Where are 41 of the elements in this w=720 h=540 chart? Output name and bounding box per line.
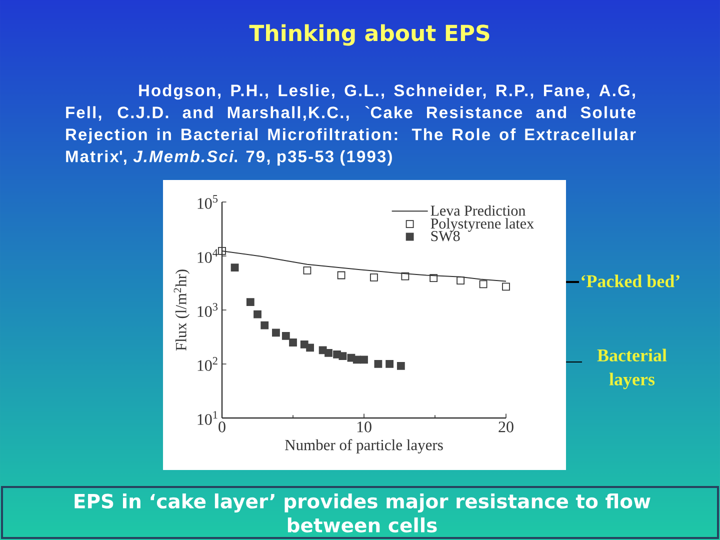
point [254,310,262,318]
point [456,276,465,285]
point [337,271,346,280]
chart-title: Thinking about EPS [249,24,490,46]
x-tick-label: 20 [498,422,514,432]
point [303,266,312,274]
y-tick-label: 10$^{3}$ [198,303,218,317]
x-tick-label: 0 [218,422,226,432]
x-tick-label: 10 [357,422,372,432]
point [370,274,378,282]
legend-label: SW8 [431,231,460,242]
legend-label: Leva Prediction [430,205,526,216]
text: EPS in ‘cake layer’ provides major resistance to flow between cells [74,493,650,533]
point [374,360,382,368]
point [324,349,332,357]
y-tick-label: 10$^{2}$ [198,357,218,371]
point [479,280,488,288]
point [401,272,410,280]
text: Bacterial layers [597,348,667,390]
y-tick-label: 10$^{5}$ [198,195,218,209]
point [502,282,510,291]
text: ‘Packed bed’ [582,274,680,288]
x-axis-title: Number of particle layers [285,439,443,454]
y-tick-label: 10$^{1}$ [198,411,218,425]
point [246,298,254,306]
text: Hodgson, P.H., Leslie, G.L., Schneider, R.P., Fane, A.G, Fell, C.J.D. and Marshall,K.C., `Cake Resistance and Solute Rejection in Bacterial Microfiltration: The Role of Extracellular Matrix', J.Memb.Sci. 79, p35-53 (1993) [66,84,636,166]
point [218,246,226,255]
point [338,352,347,360]
point [386,360,394,368]
point [306,344,314,352]
y-tick-label: 10$^{4}$ [198,249,218,263]
point [360,356,368,364]
point [289,338,297,346]
point [282,332,290,340]
y-axis-title: Flux (l/m$^{2}$hr) [174,270,190,351]
point [230,264,239,272]
legend-label: Polystyrene latex [430,218,534,232]
point [430,274,438,282]
point [260,321,269,330]
point [396,362,405,370]
point [272,328,280,337]
